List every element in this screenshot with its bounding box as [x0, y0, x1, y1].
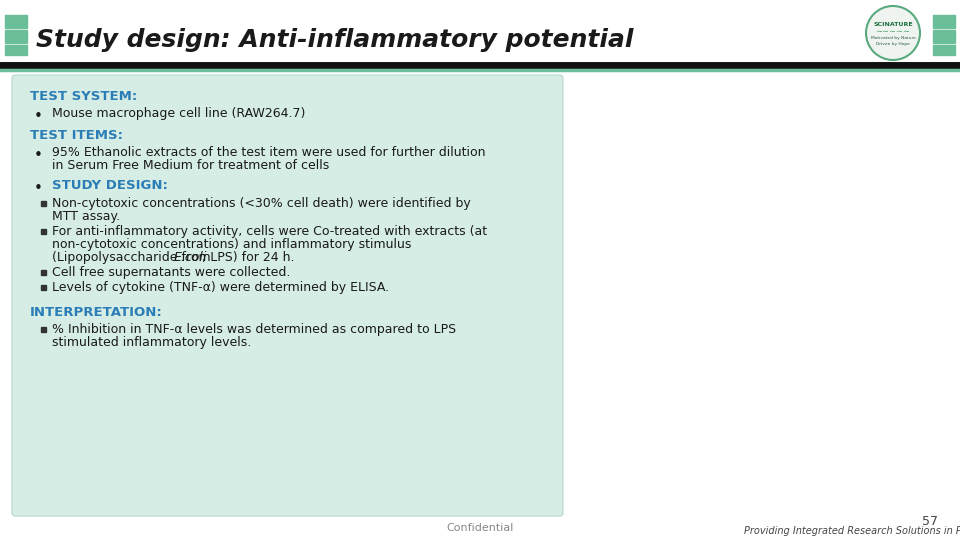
Text: Providing Integrated Research Solutions in Preclinical: Providing Integrated Research Solutions … — [744, 526, 960, 536]
Text: non-cytotoxic concentrations) and inflammatory stimulus: non-cytotoxic concentrations) and inflam… — [52, 238, 412, 251]
Text: MTT assay.: MTT assay. — [52, 210, 120, 223]
Bar — [5, 45, 27, 55]
Text: stimulated inflammatory levels.: stimulated inflammatory levels. — [52, 336, 252, 349]
Text: Confidential: Confidential — [446, 523, 514, 533]
Text: Study design: Anti-inflammatory potential: Study design: Anti-inflammatory potentia… — [36, 28, 634, 52]
Bar — [41, 270, 46, 275]
Text: ; LPS) for 24 h.: ; LPS) for 24 h. — [203, 251, 295, 264]
Text: E.coli: E.coli — [173, 251, 206, 264]
Text: STUDY DESIGN:: STUDY DESIGN: — [52, 179, 168, 192]
Text: TEST SYSTEM:: TEST SYSTEM: — [30, 90, 137, 103]
Text: in Serum Free Medium for treatment of cells: in Serum Free Medium for treatment of ce… — [52, 159, 329, 172]
Bar — [933, 30, 955, 43]
Text: For anti-inflammatory activity, cells were Co-treated with extracts (at: For anti-inflammatory activity, cells we… — [52, 225, 487, 238]
Text: •: • — [34, 109, 43, 124]
Bar — [933, 15, 955, 28]
Bar — [5, 15, 27, 28]
Text: SCINATURE: SCINATURE — [874, 23, 913, 28]
Bar — [5, 30, 27, 43]
Bar — [41, 285, 46, 290]
Text: ∼∼∼∼∼: ∼∼∼∼∼ — [876, 26, 910, 36]
Text: % Inhibition in TNF-α levels was determined as compared to LPS: % Inhibition in TNF-α levels was determi… — [52, 323, 456, 336]
Text: Non-cytotoxic concentrations (<30% cell death) were identified by: Non-cytotoxic concentrations (<30% cell … — [52, 197, 470, 210]
Text: Driven by Hope: Driven by Hope — [876, 42, 910, 46]
Bar — [41, 229, 46, 234]
Text: Motivated by Nature: Motivated by Nature — [871, 36, 916, 40]
Text: Mouse macrophage cell line (RAW264.7): Mouse macrophage cell line (RAW264.7) — [52, 107, 305, 120]
Text: •: • — [34, 148, 43, 163]
Text: Levels of cytokine (TNF-α) were determined by ELISA.: Levels of cytokine (TNF-α) were determin… — [52, 281, 389, 294]
Text: TEST ITEMS:: TEST ITEMS: — [30, 129, 123, 142]
FancyBboxPatch shape — [12, 75, 563, 516]
Bar — [41, 327, 46, 332]
Text: •: • — [34, 181, 43, 196]
Text: (Lipopolysaccharide from: (Lipopolysaccharide from — [52, 251, 215, 264]
Text: INTERPRETATION:: INTERPRETATION: — [30, 306, 163, 319]
Text: 57: 57 — [922, 515, 938, 528]
Bar — [933, 45, 955, 55]
Circle shape — [866, 6, 920, 60]
Text: 95% Ethanolic extracts of the test item were used for further dilution: 95% Ethanolic extracts of the test item … — [52, 146, 486, 159]
Text: Cell free supernatants were collected.: Cell free supernatants were collected. — [52, 266, 290, 279]
Bar — [41, 201, 46, 206]
